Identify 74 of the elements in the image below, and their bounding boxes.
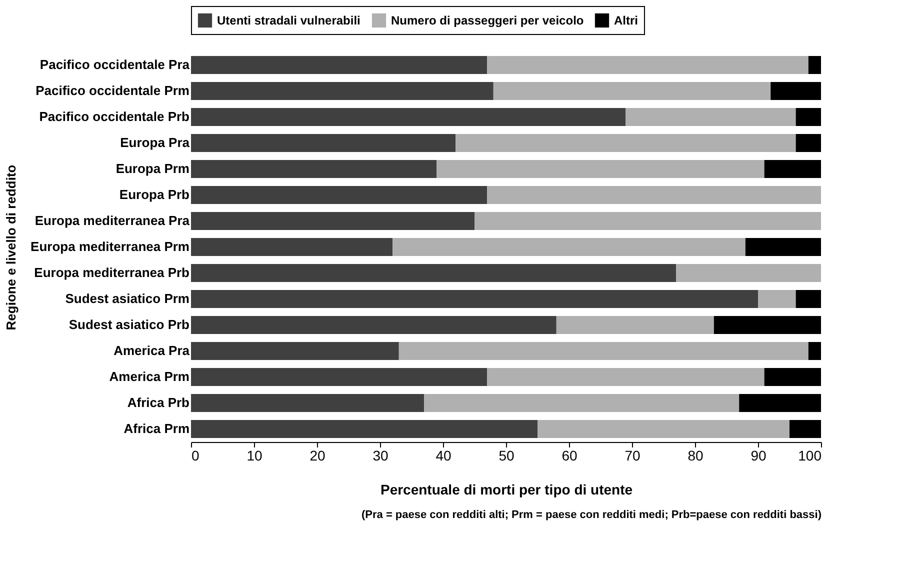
x-tick-label: 60 bbox=[562, 448, 578, 464]
bar bbox=[191, 212, 474, 230]
bar bbox=[739, 394, 821, 412]
bar bbox=[191, 56, 488, 74]
y-tick-label: Pacifico occidentale Prm bbox=[36, 83, 190, 98]
bar bbox=[191, 108, 626, 126]
y-tick-label: Sudest asiatico Prb bbox=[68, 317, 190, 332]
bar bbox=[191, 160, 437, 178]
bar bbox=[191, 342, 399, 360]
bar bbox=[808, 56, 821, 74]
bar bbox=[191, 82, 494, 100]
bar bbox=[487, 56, 808, 74]
bar bbox=[796, 108, 821, 126]
bar bbox=[487, 186, 821, 204]
bar bbox=[191, 238, 393, 256]
y-tick-label: Sudest asiatico Prm bbox=[65, 291, 190, 306]
x-axis-title: Percentuale di morti per tipo di utente bbox=[380, 482, 633, 498]
bar bbox=[626, 108, 796, 126]
x-tick-label: 10 bbox=[246, 448, 262, 464]
x-tick-label: 100 bbox=[798, 448, 822, 464]
bar bbox=[424, 394, 740, 412]
x-tick-label: 70 bbox=[624, 448, 640, 464]
x-tick-label: 40 bbox=[436, 448, 452, 464]
bar bbox=[191, 264, 676, 282]
y-tick-label: America Pra bbox=[114, 343, 190, 358]
bar bbox=[796, 290, 821, 308]
y-tick-label: Africa Prm bbox=[124, 421, 190, 436]
y-tick-label: Africa Prb bbox=[127, 395, 190, 410]
bar bbox=[790, 420, 821, 438]
bar bbox=[493, 82, 771, 100]
bar bbox=[808, 342, 821, 360]
y-tick-label: America Prm bbox=[109, 369, 190, 384]
bar bbox=[191, 316, 556, 334]
bar bbox=[191, 394, 424, 412]
bar bbox=[764, 160, 821, 178]
bar bbox=[556, 316, 714, 334]
bar bbox=[191, 186, 488, 204]
bar bbox=[764, 368, 821, 386]
bar bbox=[487, 368, 764, 386]
y-axis-title: Regione e livello di reddito bbox=[4, 164, 19, 330]
bar bbox=[770, 82, 821, 100]
x-tick-label: 50 bbox=[498, 448, 514, 464]
bar bbox=[474, 212, 821, 230]
x-tick-label: 30 bbox=[372, 448, 388, 464]
bar bbox=[191, 368, 488, 386]
bar bbox=[745, 238, 821, 256]
y-tick-label: Pacifico occidentale Pra bbox=[40, 57, 190, 72]
bar bbox=[676, 264, 821, 282]
bar bbox=[714, 316, 821, 334]
x-tick-label: 20 bbox=[310, 448, 326, 464]
y-tick-label: Pacifico occidentale Prb bbox=[39, 109, 190, 124]
bar bbox=[796, 134, 821, 152]
y-tick-label: Europa mediterranea Prb bbox=[34, 265, 190, 280]
bar bbox=[392, 238, 746, 256]
bar bbox=[436, 160, 764, 178]
legend-label: Altri bbox=[614, 13, 638, 28]
x-tick-label: 0 bbox=[192, 448, 200, 464]
bar bbox=[758, 290, 796, 308]
x-tick-label: 90 bbox=[750, 448, 766, 464]
y-tick-label: Europa Prm bbox=[116, 161, 190, 176]
legend-label: Numero di passeggeri per veicolo bbox=[391, 13, 584, 28]
y-tick-label: Europa Pra bbox=[120, 135, 190, 150]
bar bbox=[538, 420, 790, 438]
bar bbox=[191, 134, 456, 152]
text: (Pra = paese con redditi alti; Prm = paese con redditi medi; Prb=paese con redditi bassi) bbox=[361, 509, 822, 521]
legend-label: Utenti stradali vulnerabili bbox=[217, 13, 360, 28]
bar bbox=[456, 134, 796, 152]
y-tick-label: Europa mediterranea Pra bbox=[34, 213, 190, 228]
bar bbox=[191, 290, 758, 308]
bar bbox=[398, 342, 808, 360]
x-tick-label: 80 bbox=[688, 448, 704, 464]
y-tick-label: Europa mediterranea Prm bbox=[30, 239, 190, 254]
y-tick-label: Europa Prb bbox=[119, 187, 190, 202]
bar bbox=[191, 420, 538, 438]
